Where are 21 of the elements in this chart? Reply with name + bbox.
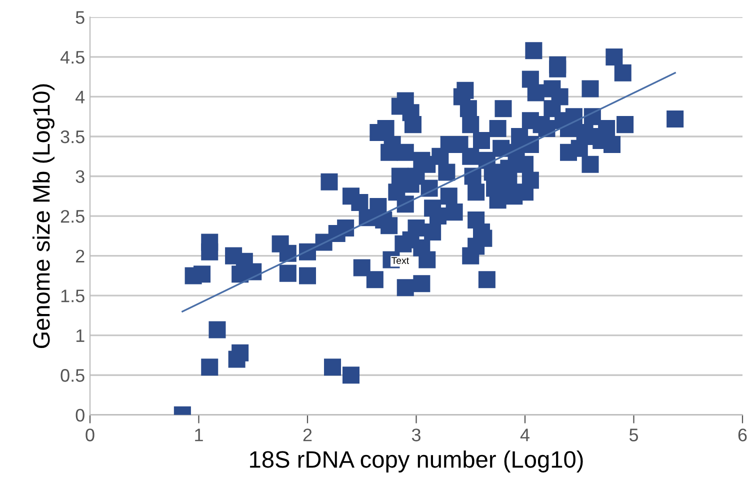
x-tick-label: 0 [86, 428, 94, 442]
x-tick-label: 2 [303, 428, 312, 442]
x-tick-label: 3 [412, 428, 420, 442]
y-tick-label: 0 [76, 408, 84, 422]
y-tick-label: 2.5 [60, 210, 84, 223]
y-tick-label: 0.5 [60, 369, 84, 382]
x-axis-title: 18S rDNA copy number (Log10) [250, 450, 583, 472]
y-tick-label: 2 [76, 250, 84, 262]
y-tick-label: 4.5 [60, 51, 84, 64]
annotation: Text [391, 257, 409, 264]
y-tick-label: 1.5 [61, 290, 84, 302]
x-tick-label: 1 [195, 428, 203, 442]
y-axis-title: Genome size Mb (Log10) [32, 84, 54, 348]
x-tick-label: 6 [738, 428, 747, 442]
y-tick-label: 3.5 [60, 130, 84, 144]
x-tick-label: 4 [520, 428, 530, 442]
y-tick-label: 4 [76, 90, 85, 104]
x-tick-label: 5 [629, 428, 638, 442]
y-tick-label: 5 [76, 11, 84, 24]
y-tick-label: 1 [76, 329, 84, 342]
y-tick-label: 3 [76, 170, 84, 183]
